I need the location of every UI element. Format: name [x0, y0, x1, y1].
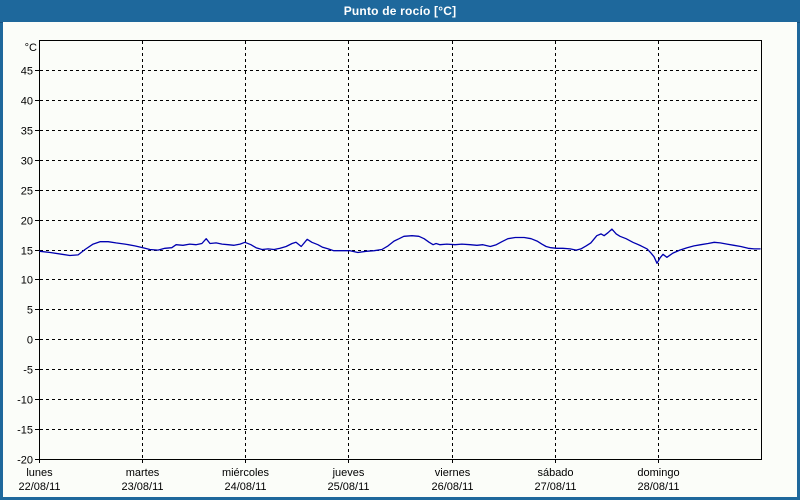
day-date-label: 22/08/11	[18, 481, 60, 493]
chart-area: -20 -15 -10 -5 0 5 10 15 20 25 30 35 40 45 °C lunes 22/0…	[3, 22, 797, 497]
day-name-label: sábado	[537, 467, 573, 479]
plot-frame	[39, 40, 762, 460]
day-date-label: 25/08/11	[327, 481, 369, 493]
y-axis-tick-label: 5	[27, 305, 33, 317]
y-axis-tick-label: 40	[21, 96, 33, 108]
y-axis-tick-label: 10	[21, 275, 33, 287]
day-date-label: 23/08/11	[121, 481, 163, 493]
y-axis-tick-label: -10	[17, 395, 33, 407]
day-date-label: 27/08/11	[534, 481, 576, 493]
day-name-label: miércoles	[222, 467, 270, 479]
day-date-label: 24/08/11	[224, 481, 266, 493]
y-axis-tick-label: 25	[21, 186, 33, 198]
day-name-label: jueves	[332, 467, 365, 479]
day-name-label: domingo	[637, 467, 679, 479]
y-axis-tick-label: 20	[21, 216, 33, 228]
chart-title: Punto de rocío [°C]	[343, 4, 457, 18]
y-axis-tick-label: 45	[21, 66, 33, 78]
y-axis-tick-label: 35	[21, 126, 33, 138]
y-axis-tick-label: -15	[17, 425, 33, 437]
dewpoint-line	[39, 228, 761, 264]
day-name-label: martes	[126, 467, 160, 479]
title-bar: Punto de rocío [°C]	[0, 0, 800, 23]
day-name-label: viernes	[435, 467, 471, 479]
y-axis-tick-label: 0	[27, 335, 33, 347]
y-axis-tick-label: 15	[21, 246, 33, 258]
day-name-label: lunes	[26, 467, 53, 479]
y-axis-tick-label: 30	[21, 156, 33, 168]
day-date-label: 26/08/11	[431, 481, 473, 493]
day-date-label: 28/08/11	[637, 481, 679, 493]
y-unit-label: °C	[25, 42, 37, 54]
y-axis-tick-label: -20	[17, 455, 33, 467]
dewpoint-chart-svg: -20 -15 -10 -5 0 5 10 15 20 25 30 35 40 45 °C lunes 22/0…	[17, 40, 762, 493]
y-axis-tick-label: -5	[23, 365, 33, 377]
